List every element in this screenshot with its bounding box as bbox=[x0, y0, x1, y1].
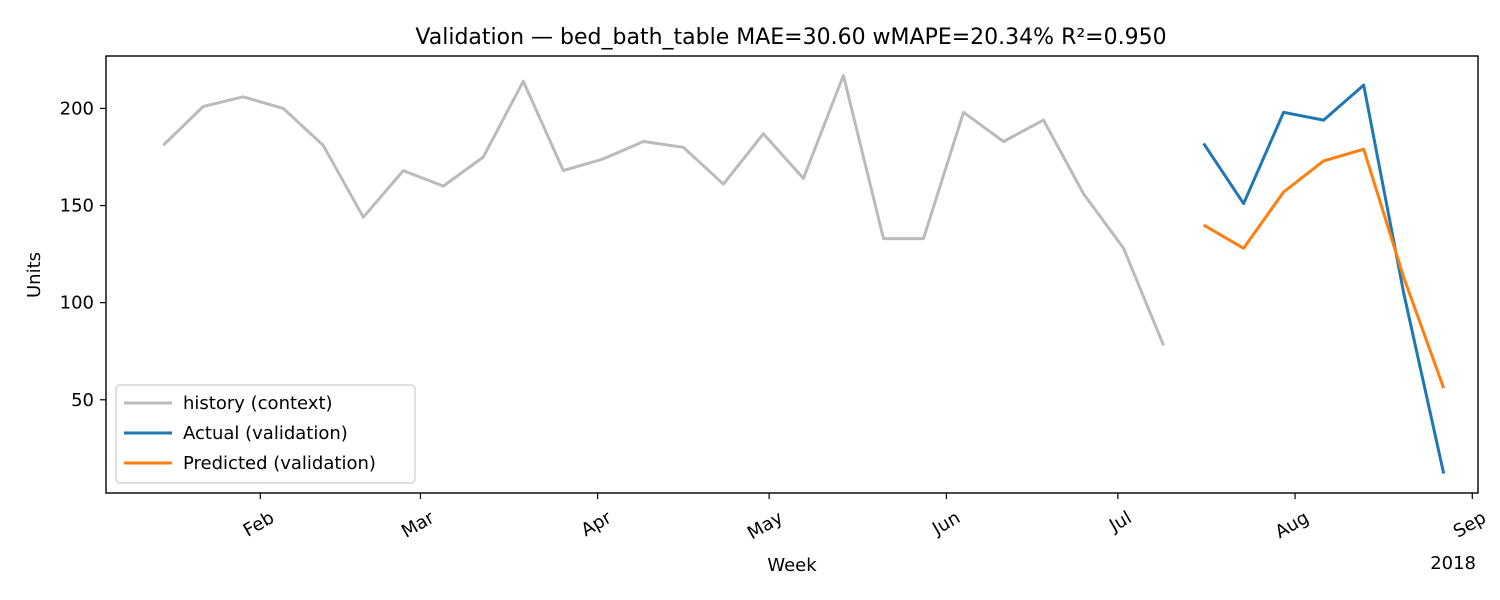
y-tick-label-150: 150 bbox=[60, 196, 94, 217]
chart-title: Validation — bed_bath_table MAE=30.60 wM… bbox=[415, 25, 1166, 50]
x-axis-offset-label: 2018 bbox=[1430, 553, 1476, 574]
y-tick-label-100: 100 bbox=[60, 293, 94, 314]
y-axis-label: Units bbox=[24, 252, 45, 298]
legend: history (context) Actual (validation) Pred… bbox=[115, 384, 416, 484]
series-line-history-context bbox=[162, 73, 1165, 346]
y-tick-label-200: 200 bbox=[60, 98, 94, 119]
plot-frame bbox=[105, 55, 1479, 494]
legend-label-actual-validation: Actual (validation) bbox=[183, 423, 348, 444]
x-axis-label: Week bbox=[767, 555, 817, 576]
series-line-actual-validation bbox=[1202, 83, 1446, 474]
legend-box bbox=[115, 384, 416, 484]
legend-label-history-context: history (context) bbox=[183, 393, 333, 414]
y-axis: 50 100 150 200 bbox=[60, 98, 106, 411]
legend-label-predicted-validation: Predicted (validation) bbox=[183, 453, 376, 474]
plot-lines bbox=[162, 73, 1446, 474]
series-line-predicted-validation bbox=[1202, 147, 1446, 389]
y-tick-label-50: 50 bbox=[71, 390, 94, 411]
